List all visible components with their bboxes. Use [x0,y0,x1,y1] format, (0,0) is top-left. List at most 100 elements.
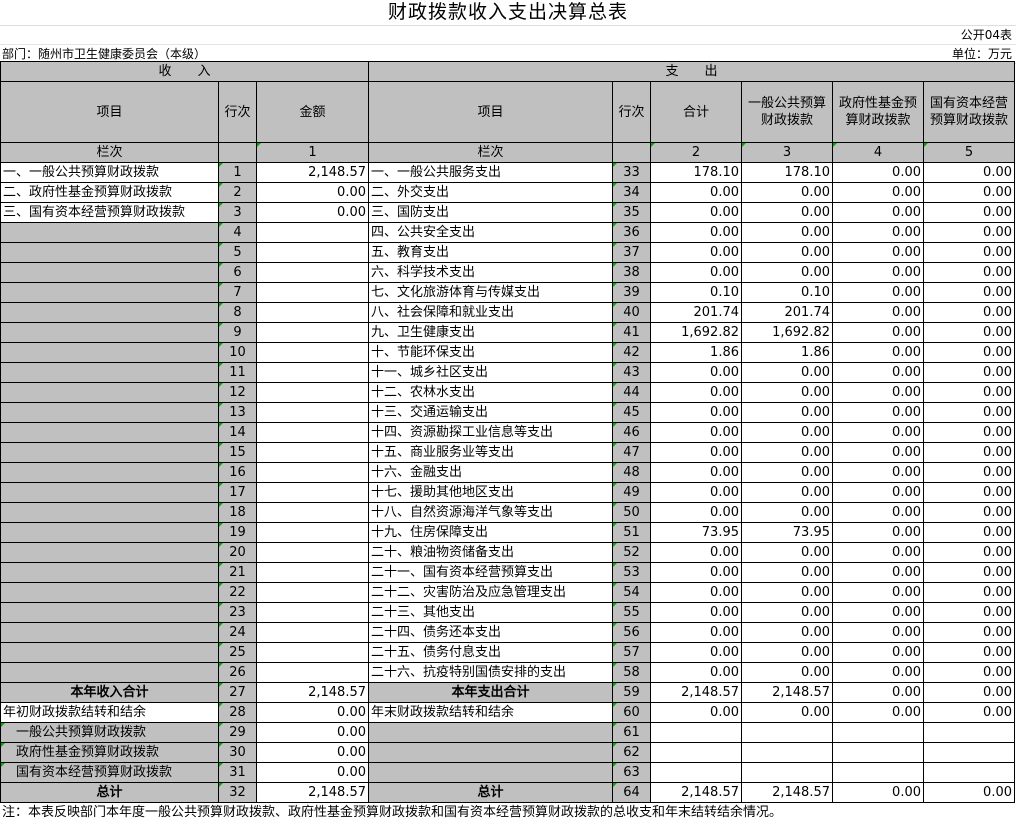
income-amount [256,262,369,283]
income-line: 13 [218,402,257,423]
income-line: 4 [218,222,257,243]
income-amount: 0.00 [256,702,369,723]
expense-fund: 0.00 [832,222,924,243]
income-line: 20 [218,542,257,563]
expense-general: 2,148.57 [741,682,833,703]
expense-item: 一、一般公共服务支出 [368,162,613,183]
income-line: 6 [218,262,257,283]
expense-line: 52 [612,542,651,563]
unit: 单位：万元 [951,47,1012,61]
empty-cell [218,142,257,163]
expense-total [650,762,742,783]
expense-item: 二十四、债务还本支出 [368,622,613,643]
expense-general: 0.00 [741,702,833,723]
income-line: 12 [218,382,257,403]
table-row: 9 九、卫生健康支出 41 1,692.82 1,692.82 0.00 0.00 [0,322,1015,343]
empty-cell [612,142,651,163]
income-line: 11 [218,362,257,383]
expense-total [650,742,742,763]
income-amount [256,422,369,443]
expense-total: 0.00 [650,482,742,503]
income-item [0,222,219,243]
income-amount [256,222,369,243]
department: 部门：随州市卫生健康委员会（本级） [2,47,207,61]
table-row: 26 二十六、抗疫特别国债安排的支出 58 0.00 0.00 0.00 0.00 [0,662,1015,683]
expense-fund: 0.00 [832,622,924,643]
expense-general: 0.00 [741,382,833,403]
expense-fund: 0.00 [832,462,924,483]
income-amount [256,462,369,483]
income-line: 10 [218,342,257,363]
expense-fund: 0.00 [832,322,924,343]
expense-line: 60 [612,702,651,723]
expense-soe: 0.00 [923,182,1015,203]
income-item [0,362,219,383]
income-line: 27 [218,682,257,703]
expense-item: 二十五、债务付息支出 [368,642,613,663]
expense-item: 二十三、其他支出 [368,602,613,623]
expense-soe: 0.00 [923,662,1015,683]
expense-total: 1,692.82 [650,322,742,343]
expense-total: 178.10 [650,162,742,183]
expense-general: 2,148.57 [741,782,833,803]
expense-total: 0.00 [650,602,742,623]
income-amount [256,542,369,563]
expense-item: 二十、粮油物资储备支出 [368,542,613,563]
amount-header: 金额 [256,81,369,143]
income-line: 23 [218,602,257,623]
expense-general: 0.00 [741,482,833,503]
expense-general: 0.00 [741,402,833,423]
expense-item: 二十二、灾害防治及应急管理支出 [368,582,613,603]
expense-general: 0.00 [741,622,833,643]
expense-soe: 0.00 [923,622,1015,643]
income-line: 2 [218,182,257,203]
expense-total: 0.10 [650,282,742,303]
expense-total: 0.00 [650,182,742,203]
table-row: 4 四、公共安全支出 36 0.00 0.00 0.00 0.00 [0,222,1015,243]
expense-item: 十七、援助其他地区支出 [368,482,613,503]
income-item [0,302,219,323]
expense-total: 0.00 [650,422,742,443]
expense-total: 0.00 [650,642,742,663]
income-amount [256,382,369,403]
expense-fund: 0.00 [832,342,924,363]
table-row: 14 十四、资源勘探工业信息等支出 46 0.00 0.00 0.00 0.00 [0,422,1015,443]
expense-item: 十五、商业服务业等支出 [368,442,613,463]
income-line: 30 [218,742,257,763]
expense-item: 十二、农林水支出 [368,382,613,403]
expense-fund: 0.00 [832,522,924,543]
expense-fund: 0.00 [832,162,924,183]
table-row: 8 八、社会保障和就业支出 40 201.74 201.74 0.00 0.00 [0,302,1015,323]
expense-line: 39 [612,282,651,303]
income-line: 29 [218,722,257,743]
expense-soe: 0.00 [923,162,1015,183]
expense-item [368,722,613,743]
expense-soe: 0.00 [923,302,1015,323]
expense-general: 178.10 [741,162,833,183]
expense-soe: 0.00 [923,222,1015,243]
budget-table: 收 入 支 出 项目 行次 金额 项目 行次 合计 一般公共预算财政拨款 政府性… [0,61,1015,803]
expense-fund: 0.00 [832,382,924,403]
expense-item: 十三、交通运输支出 [368,402,613,423]
expense-soe: 0.00 [923,562,1015,583]
table-row: 13 十三、交通运输支出 45 0.00 0.00 0.00 0.00 [0,402,1015,423]
expense-item: 五、教育支出 [368,242,613,263]
income-amount: 2,148.57 [256,162,369,183]
table-row: 6 六、科学技术支出 38 0.00 0.00 0.00 0.00 [0,262,1015,283]
expense-fund: 0.00 [832,582,924,603]
expense-line: 40 [612,302,651,323]
income-amount [256,322,369,343]
income-item [0,282,219,303]
income-item: 国有资本经营预算财政拨款 [0,762,219,783]
income-item [0,622,219,643]
form-number: 公开04表 [960,28,1012,42]
soe-header: 国有资本经营预算财政拨款 [923,81,1015,143]
income-amount [256,362,369,383]
expense-item-header: 项目 [368,81,613,143]
table-row: 总计 32 2,148.57 总计 64 2,148.57 2,148.57 0.00 0.00 [0,782,1015,803]
expense-line: 35 [612,202,651,223]
table-row: 5 五、教育支出 37 0.00 0.00 0.00 0.00 [0,242,1015,263]
expense-soe: 0.00 [923,542,1015,563]
income-item: 一般公共预算财政拨款 [0,722,219,743]
expense-soe: 0.00 [923,502,1015,523]
